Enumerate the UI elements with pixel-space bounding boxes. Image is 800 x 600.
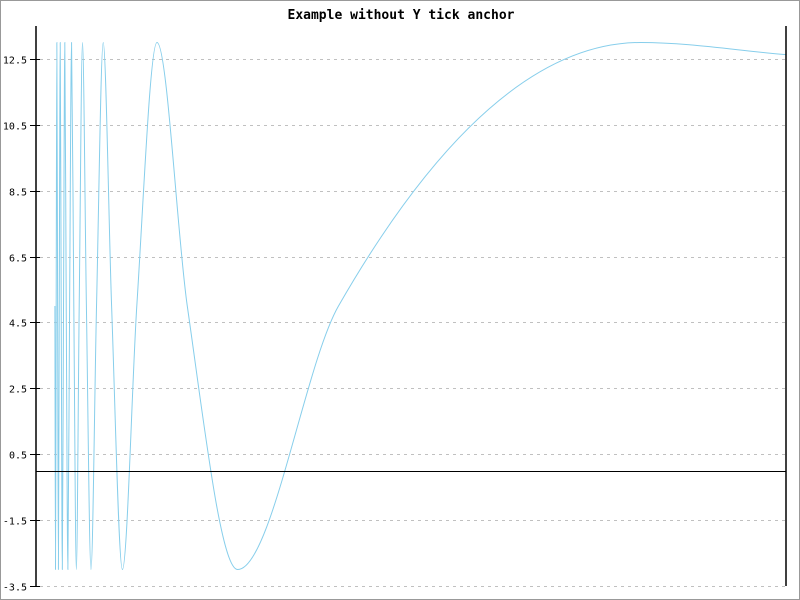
y-axis-ticks: -3.5 -1.5 0.5 2.5 4.5 6.5 8.5 10.5 12.5 <box>3 56 40 594</box>
y-tick-label: 4.5 <box>9 319 27 330</box>
y-gridlines <box>40 59 786 587</box>
y-tick-label: -3.5 <box>3 583 27 594</box>
chart-title: Example without Y tick anchor <box>288 8 515 23</box>
y-tick-label: 6.5 <box>9 254 27 265</box>
y-tick-label: 0.5 <box>9 451 27 462</box>
y-tick-label: 8.5 <box>9 188 27 199</box>
y-tick-label: 12.5 <box>3 56 27 67</box>
y-tick-label: -1.5 <box>3 517 27 528</box>
data-series-line <box>54 41 787 571</box>
y-tick-label: 10.5 <box>3 122 27 133</box>
y-tick-label: 2.5 <box>9 385 27 396</box>
